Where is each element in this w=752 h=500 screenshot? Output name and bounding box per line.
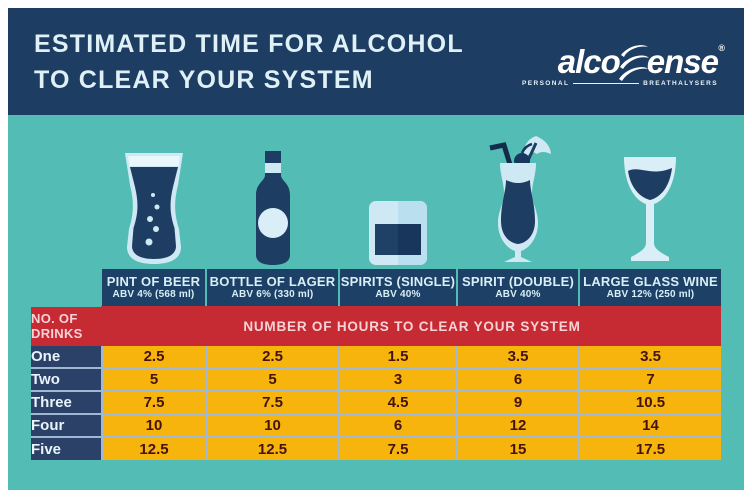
logo-sub-breathalysers: BREATHALYSERS xyxy=(643,79,718,87)
table-row-four: Four 10 10 6 12 14 xyxy=(30,413,722,438)
hours-value: 14 xyxy=(578,413,722,438)
cocktail-glass-icon xyxy=(457,133,579,265)
alcosense-logo: alco ense ® PERSONAL BREATHALYSERS xyxy=(522,41,725,87)
page-title: ESTIMATED TIME FOR ALCOHOL TO CLEAR YOUR… xyxy=(34,26,464,98)
hours-value: 2.5 xyxy=(205,344,340,369)
hours-value: 10.5 xyxy=(578,390,722,415)
logo-swoosh-s-icon xyxy=(618,44,649,81)
clearance-table-wrap: PINT OF BEER ABV 4% (568 ml) BOTTLE OF L… xyxy=(30,268,722,461)
hours-value: 4.5 xyxy=(338,390,458,415)
lager-bottle-icon xyxy=(206,151,339,265)
hours-value: 9 xyxy=(456,390,580,415)
table-row-five: Five 12.5 12.5 7.5 15 17.5 xyxy=(30,436,722,461)
column-title: LARGE GLASS WINE xyxy=(583,274,718,289)
corner-cell xyxy=(31,269,102,307)
column-header-large-glass-wine: LARGE GLASS WINE ABV 12% (250 ml) xyxy=(578,268,722,308)
hours-value: 6 xyxy=(338,413,458,438)
column-title: BOTTLE OF LAGER xyxy=(209,274,336,289)
alcosense-logo-wordmark: alco ense ® xyxy=(522,41,725,81)
column-title: PINT OF BEER xyxy=(106,274,201,289)
row-label: Four xyxy=(30,413,103,438)
hours-value: 17.5 xyxy=(578,436,722,461)
hours-value: 3.5 xyxy=(578,344,722,369)
column-header-pint-of-beer: PINT OF BEER ABV 4% (568 ml) xyxy=(101,268,207,308)
column-title: SPIRITS (SINGLE) xyxy=(340,274,456,289)
hours-value: 5 xyxy=(205,367,340,392)
hours-value: 7 xyxy=(578,367,722,392)
hours-value: 10 xyxy=(205,413,340,438)
column-abv: ABV 40% xyxy=(375,289,421,300)
hours-value: 12.5 xyxy=(101,436,207,461)
column-title: SPIRIT (DOUBLE) xyxy=(461,274,575,289)
logo-text-ense: ense xyxy=(646,42,719,80)
column-header-spirits-single: SPIRITS (SINGLE) ABV 40% xyxy=(338,268,458,308)
no-of-drinks-label: NO. OF DRINKS xyxy=(30,306,103,346)
spirit-tumbler-icon xyxy=(339,201,457,265)
row-label: Three xyxy=(30,390,103,415)
hours-value: 6 xyxy=(456,367,580,392)
logo-divider-line xyxy=(573,82,640,84)
hours-banner-label: NUMBER OF HOURS TO CLEAR YOUR SYSTEM xyxy=(101,306,722,346)
row-label: One xyxy=(30,344,103,369)
clearance-table: PINT OF BEER ABV 4% (568 ml) BOTTLE OF L… xyxy=(30,268,722,461)
hours-value: 10 xyxy=(101,413,207,438)
column-abv: ABV 12% (250 ml) xyxy=(606,289,695,300)
column-header-spirit-double: SPIRIT (DOUBLE) ABV 40% xyxy=(456,268,580,308)
logo-sub-personal: PERSONAL xyxy=(522,79,570,87)
logo-subtitle: PERSONAL BREATHALYSERS xyxy=(522,80,718,87)
hours-value: 12.5 xyxy=(205,436,340,461)
alcohol-clearance-infographic: ESTIMATED TIME FOR ALCOHOL TO CLEAR YOUR… xyxy=(8,8,744,490)
hours-value: 5 xyxy=(101,367,207,392)
column-abv: ABV 40% xyxy=(495,289,541,300)
column-header-row: PINT OF BEER ABV 4% (568 ml) BOTTLE OF L… xyxy=(31,268,722,308)
column-abv: ABV 6% (330 ml) xyxy=(231,289,314,300)
title-line-2: TO CLEAR YOUR SYSTEM xyxy=(34,65,374,94)
logo-text-alco: alco xyxy=(557,42,621,80)
drink-icons-row xyxy=(31,127,721,265)
hours-value: 7.5 xyxy=(205,390,340,415)
hours-value: 1.5 xyxy=(338,344,458,369)
table-row-one: One 2.5 2.5 1.5 3.5 3.5 xyxy=(30,344,722,369)
hours-value: 12 xyxy=(456,413,580,438)
column-header-bottle-of-lager: BOTTLE OF LAGER ABV 6% (330 ml) xyxy=(205,268,340,308)
column-abv: ABV 4% (568 ml) xyxy=(112,289,195,300)
row-label: Two xyxy=(30,367,103,392)
table-row-two: Two 5 5 3 6 7 xyxy=(30,367,722,392)
hours-value: 15 xyxy=(456,436,580,461)
registered-trademark-icon: ® xyxy=(718,42,725,53)
hours-value: 7.5 xyxy=(338,436,458,461)
hours-value: 3.5 xyxy=(456,344,580,369)
wine-glass-icon xyxy=(579,157,721,265)
hours-value: 7.5 xyxy=(101,390,207,415)
header-band: ESTIMATED TIME FOR ALCOHOL TO CLEAR YOUR… xyxy=(8,8,744,115)
hours-value: 2.5 xyxy=(101,344,207,369)
red-banner-row: NO. OF DRINKS NUMBER OF HOURS TO CLEAR Y… xyxy=(30,306,722,346)
hours-value: 3 xyxy=(338,367,458,392)
title-line-1: ESTIMATED TIME FOR ALCOHOL xyxy=(34,29,464,58)
pint-of-beer-icon xyxy=(102,153,206,265)
table-row-three: Three 7.5 7.5 4.5 9 10.5 xyxy=(30,390,722,415)
row-label: Five xyxy=(30,436,103,461)
